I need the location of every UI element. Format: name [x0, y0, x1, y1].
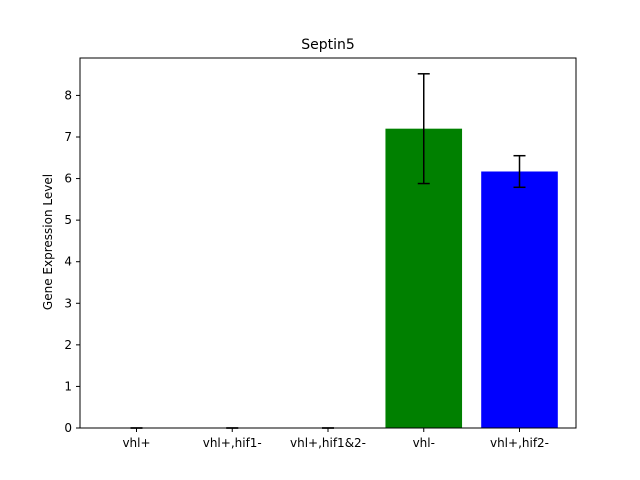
- y-axis-label: Gene Expression Level: [41, 174, 55, 310]
- y-tick-label: 4: [64, 255, 72, 269]
- y-tick-label: 6: [64, 172, 72, 186]
- x-tick-label: vhl+,hif1&2-: [290, 436, 366, 450]
- y-axis-ticks: 0 1 2 3 4 5 6 7 8: [64, 88, 80, 435]
- error-bars-group: [130, 73, 526, 429]
- y-tick-label: 8: [64, 88, 72, 102]
- x-tick-label: vhl+,hif1-: [203, 436, 262, 450]
- bars-group: [385, 128, 558, 428]
- chart-title: Septin5: [301, 37, 355, 53]
- y-tick-label: 1: [64, 379, 72, 393]
- x-tick-label: vhl+,hif2-: [490, 436, 549, 450]
- x-tick-label: vhl-: [413, 436, 435, 450]
- bar: [481, 171, 558, 428]
- y-tick-label: 0: [64, 421, 72, 435]
- y-tick-label: 5: [64, 213, 72, 227]
- x-axis-ticks: vhl+ vhl+,hif1- vhl+,hif1&2- vhl-vhl+,hif2-: [122, 428, 549, 450]
- x-tick-label: vhl+: [122, 436, 150, 450]
- y-tick-label: 3: [64, 296, 72, 310]
- y-tick-label: 2: [64, 338, 72, 352]
- y-tick-label: 7: [64, 130, 72, 144]
